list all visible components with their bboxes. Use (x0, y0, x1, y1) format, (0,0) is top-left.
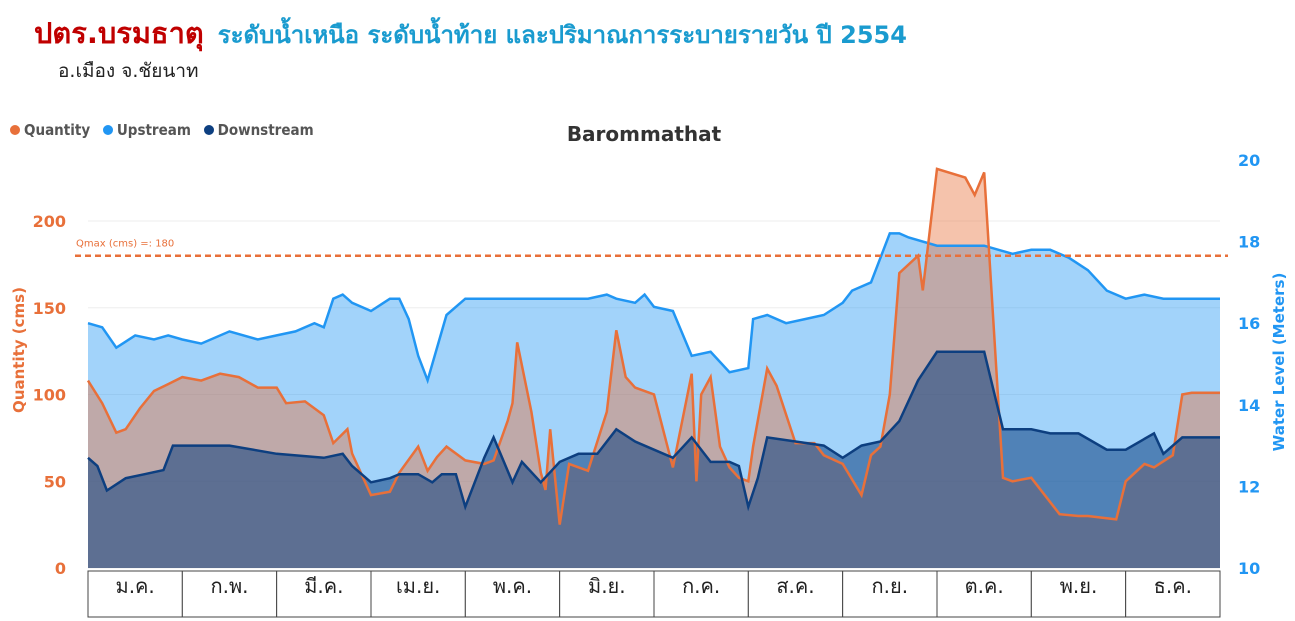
downstream-area (88, 351, 1220, 568)
page-header: ปตร.บรมธาตุ ระดับน้ำเหนือ ระดับน้ำท้าย แล… (34, 10, 907, 56)
quantity-dot-icon (10, 125, 20, 135)
month-label: มี.ค. (304, 574, 343, 598)
left-tick-label: 0 (55, 559, 66, 578)
month-label: ม.ค. (116, 574, 155, 598)
right-tick-label: 16 (1238, 314, 1260, 333)
upstream-dot-icon (102, 125, 113, 135)
month-label: ก.พ. (210, 574, 248, 598)
downstream-dot-icon (203, 125, 214, 135)
right-tick-label: 10 (1238, 559, 1260, 578)
legend-label-quantity: Quantity (24, 121, 91, 139)
left-tick-label: 50 (44, 472, 66, 491)
month-cell (1030, 570, 1127, 618)
quantity-line (86, 167, 1220, 525)
station-name: ปตร.บรมธาตุ (34, 16, 204, 50)
month-cell (370, 570, 466, 618)
legend-item-upstream[interactable]: Upstream (102, 121, 191, 139)
month-cell (1125, 570, 1221, 618)
month-label: มิ.ย. (588, 574, 626, 598)
month-cell (276, 570, 372, 618)
month-cell (936, 570, 1032, 618)
month-label: ก.ย. (872, 574, 909, 598)
month-label: ส.ค. (776, 574, 814, 598)
right-axis-title: Water Level (Meters) (1270, 273, 1288, 452)
right-tick-label: 20 (1238, 151, 1260, 170)
month-label: ธ.ค. (1154, 574, 1192, 598)
right-tick-label: 12 (1238, 477, 1260, 496)
month-label: เม.ย. (396, 574, 440, 598)
left-tick-label: 200 (33, 212, 66, 231)
legend-label-upstream: Upstream (116, 121, 191, 139)
legend-item-downstream[interactable]: Downstream (203, 121, 314, 139)
report-title: ระดับน้ำเหนือ ระดับน้ำท้าย และปริมาณการร… (217, 21, 907, 49)
month-label: พ.ย. (1060, 574, 1098, 598)
month-label: ก.ค. (682, 574, 720, 598)
month-label: พ.ค. (493, 574, 532, 598)
month-cell (87, 570, 183, 618)
legend-item-quantity[interactable]: Quantity (10, 121, 90, 139)
upstream-line (87, 232, 1220, 385)
month-cell (747, 570, 844, 618)
month-cell (653, 570, 749, 618)
chart-legend: Quantity Upstream Downstream (10, 121, 322, 139)
right-tick-label: 14 (1238, 396, 1260, 415)
month-cell (559, 570, 655, 618)
month-cell (181, 570, 278, 618)
right-tick-label: 18 (1238, 233, 1260, 252)
month-label: ต.ค. (965, 574, 1004, 598)
legend-label-downstream: Downstream (217, 121, 314, 139)
left-tick-label: 100 (33, 386, 66, 405)
downstream-line (87, 350, 1220, 512)
left-tick-label: 150 (33, 299, 66, 318)
qmax-label: Qmax (cms) =: 180 (76, 239, 174, 250)
left-axis-title: Quantity (cms) (10, 287, 28, 413)
chart-title: Barommathat (567, 122, 722, 146)
district-label: อ.เมือง จ.ชัยนาท (58, 60, 199, 82)
